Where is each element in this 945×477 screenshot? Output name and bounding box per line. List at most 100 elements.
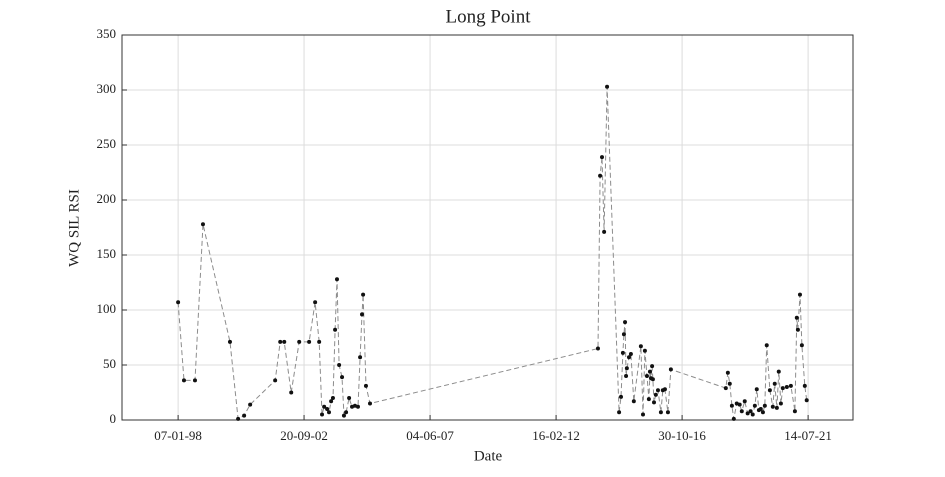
data-point [631,399,636,404]
data-point [289,390,294,395]
data-point [192,378,197,383]
data-point [227,339,232,344]
data-point [802,383,807,388]
data-point [662,387,667,392]
data-point [605,84,610,89]
data-point [181,378,186,383]
data-point [797,292,802,297]
data-point [723,386,728,391]
data-point [325,407,330,411]
data-point [767,388,772,393]
data-point [621,332,626,337]
data-point [358,355,363,360]
data-point [780,386,785,391]
data-point [784,385,789,389]
y-axis-label: WQ SIL RSI [66,189,82,267]
data-point [624,374,629,378]
y-tick-label: 350 [97,26,117,41]
data-point [317,339,322,344]
data-point [653,392,658,397]
data-point [647,369,652,374]
data-point [330,396,335,400]
data-point [758,407,763,411]
data-point [297,339,302,344]
data-point [754,387,759,392]
data-point [359,312,364,317]
data-point [599,155,604,160]
data-point [618,394,623,399]
data-point [725,370,730,375]
data-point [794,315,799,320]
data-line [177,86,808,420]
y-tick-label: 0 [110,411,117,426]
data-point [273,378,278,383]
data-point [770,404,775,409]
data-point [617,410,622,415]
y-tick-label: 100 [97,301,117,316]
y-tick-label: 300 [97,81,117,96]
data-point [333,327,338,332]
data-point [367,401,372,406]
data-point [658,410,663,415]
y-tick-label: 250 [97,136,117,151]
data-point [326,410,331,415]
data-point [278,339,283,344]
data-point [792,409,797,414]
data-point [750,412,755,417]
data-point [341,413,346,418]
data-point [595,346,600,351]
data-point [737,402,742,407]
data-point [655,388,660,393]
y-tick-label: 150 [97,246,117,261]
data-point [352,403,357,408]
data-point [200,222,205,227]
data-point [344,410,349,415]
data-point [778,401,783,406]
x-tick-label: 30-10-16 [658,428,706,443]
data-point [641,412,646,417]
data-point [242,413,247,418]
data-point [804,398,809,403]
data-point [329,399,334,404]
data-point [731,416,736,421]
data-point [748,409,753,414]
data-point [347,396,352,400]
data-point [361,292,366,297]
data-point [739,409,744,414]
data-point [313,300,318,305]
data-point [650,364,655,369]
data-point [307,339,312,344]
x-tick-label: 16-02-12 [532,428,580,443]
data-point [320,412,325,417]
data-point [337,363,342,367]
data-point [248,402,253,407]
data-point [628,352,633,356]
data-point [176,300,181,305]
data-point [282,339,287,344]
data-point [788,383,793,388]
y-tick-label: 50 [103,356,116,371]
x-tick-label: 14-07-21 [784,428,832,443]
chart-title: Long Point [446,6,532,27]
data-point [764,343,769,348]
data-point [774,405,779,410]
data-point [650,377,655,382]
data-point [742,399,747,404]
data-point [602,229,607,234]
data-point [776,369,781,374]
data-point [638,344,643,349]
data-point [762,403,767,408]
data-point [799,343,804,348]
x-tick-label: 07-01-98 [154,428,202,443]
y-tick-label: 200 [97,191,117,206]
data-point [652,400,657,405]
plot-frame [121,34,854,421]
data-point [727,381,732,386]
x-tick-label: 04-06-07 [406,428,454,443]
data-point [646,397,651,402]
data-point [772,381,777,386]
x-axis-label: Date [474,448,503,464]
data-point [363,383,368,388]
